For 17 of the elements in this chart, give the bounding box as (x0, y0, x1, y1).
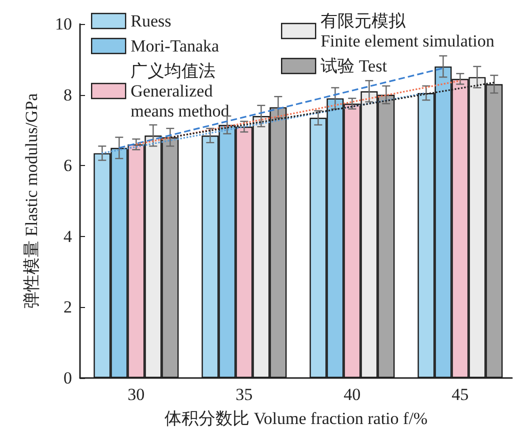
y-axis-title: 弹性模量 Elastic modulus/GPa (22, 92, 41, 309)
y-tick-label: 6 (64, 156, 72, 176)
x-tick-label: 40 (344, 385, 361, 404)
y-tick-label: 10 (55, 14, 72, 34)
y-tick-label: 2 (64, 298, 72, 317)
x-axis-title: 体积分数比 Volume fraction ratio f/% (164, 409, 428, 428)
legend-label: Ruess (130, 12, 172, 30)
x-tick-label: 45 (452, 385, 469, 404)
y-tick-label: 8 (64, 85, 72, 104)
y-tick-label: 0 (64, 368, 72, 388)
legend-label: Mori-Tanaka (130, 36, 220, 56)
x-tick-label: 30 (128, 385, 145, 404)
x-tick-label: 35 (236, 385, 253, 404)
y-tick-label: 4 (64, 226, 72, 246)
legend-label: 试验 Test (320, 56, 388, 76)
legend-label: 广义均值法 Generalized means method (130, 62, 230, 120)
legend-label: 有限元模拟 Finite element simulation (320, 12, 495, 50)
